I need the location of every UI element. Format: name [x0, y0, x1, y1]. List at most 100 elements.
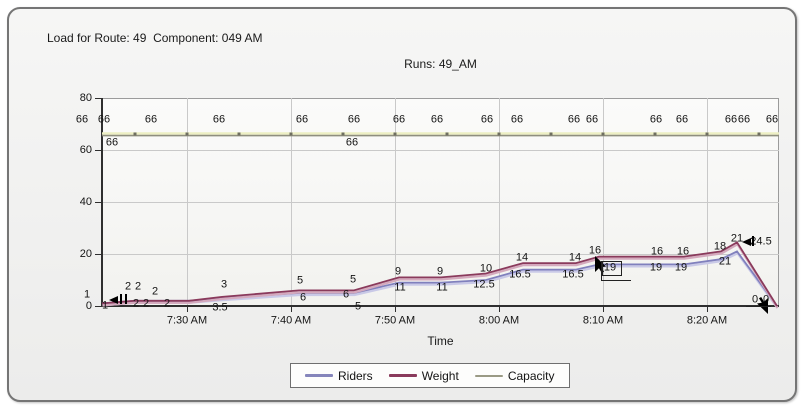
- start-marker-bar: [120, 294, 122, 304]
- capacity-value-label: 66: [295, 113, 309, 126]
- riders-value-label: 16: [676, 245, 690, 258]
- capacity-value-label: 66: [567, 113, 581, 126]
- capacity-value-label: 66: [585, 113, 599, 126]
- x-tick-label: 8:10 AM: [582, 314, 624, 327]
- capacity-value-label: 66: [347, 113, 361, 126]
- riders-value-label: 16: [650, 245, 664, 258]
- weight-value-label: 11: [394, 281, 406, 294]
- capacity-value-label: 66: [75, 113, 89, 126]
- capacity-value-label: 66: [510, 113, 524, 126]
- end-zero-label: 0: [762, 293, 770, 306]
- weight-value-label: 1: [101, 299, 109, 312]
- riders-value-label: 14: [515, 251, 529, 264]
- riders-value-label: 10: [479, 262, 493, 275]
- peak-marker-bar: [752, 236, 754, 246]
- capacity-value-label: 66: [345, 136, 359, 149]
- riders-value-label: 5: [296, 274, 304, 287]
- cursor-arrow-icon: [595, 256, 606, 273]
- x-tick-label: 7:40 AM: [270, 314, 312, 327]
- x-tick-mark: [291, 307, 292, 312]
- capacity-value-label: 66: [212, 113, 226, 126]
- x-tick-mark: [707, 307, 708, 312]
- riders-value-label: 2: [151, 285, 159, 298]
- horizontal-gridline: [102, 150, 779, 151]
- annotation-leader-line: [601, 261, 602, 281]
- y-tick-label: 0: [85, 300, 92, 312]
- riders-value-label: 14: [568, 251, 582, 264]
- y-tick-mark: [95, 306, 101, 307]
- weight-value-label: 19: [603, 261, 617, 274]
- weight-value-label: 16.5: [509, 268, 531, 281]
- chart-panel: Load for Route: 49 Component: 049 AM Run…: [7, 7, 797, 402]
- y-tick-label: 20: [79, 248, 92, 260]
- annotation-box: [602, 261, 622, 276]
- x-tick-mark: [603, 307, 604, 312]
- weight-value-label: 12.5: [473, 278, 495, 291]
- y-tick-mark: [95, 202, 101, 203]
- start-marker-bar: [125, 294, 127, 304]
- y-tick-mark: [95, 98, 101, 99]
- riders-value-label: 21: [730, 232, 744, 245]
- capacity-value-label: 66: [649, 113, 663, 126]
- weight-value-label: 24.5: [750, 235, 772, 248]
- legend-swatch-riders-icon: [305, 374, 333, 377]
- weight-value-label: 19: [649, 261, 663, 274]
- legend-swatch-weight-icon: [388, 374, 417, 377]
- x-axis-title: Time: [427, 334, 454, 348]
- legend-item-capacity: Capacity: [474, 368, 555, 383]
- y-tick-label: 60: [79, 144, 92, 156]
- riders-value-label: 9: [436, 265, 444, 278]
- x-tick-label: 7:30 AM: [166, 314, 208, 327]
- legend-label: Riders: [338, 368, 373, 383]
- capacity-value-label: 66: [144, 113, 158, 126]
- riders-value-label: 9: [394, 265, 402, 278]
- start-marker-arrow-icon: [109, 296, 118, 304]
- legend-item-riders: Riders: [305, 369, 373, 383]
- y-tick-label: 80: [79, 92, 92, 104]
- capacity-value-label: 66: [724, 113, 738, 126]
- riders-value-label: 16: [588, 244, 602, 257]
- weight-value-label: 6: [299, 291, 307, 304]
- capacity-value-label: 66: [480, 113, 494, 126]
- peak-marker-arrow-icon: [742, 238, 751, 246]
- runs-subtitle: Runs: 49_AM: [404, 57, 477, 71]
- weight-value-label: 6: [342, 288, 350, 301]
- legend-item-weight: Weight: [388, 368, 459, 383]
- riders-value-label: 3: [220, 278, 228, 291]
- weight-value-label: 2: [132, 297, 140, 310]
- end-zero-label: 0: [751, 293, 759, 306]
- capacity-value-label: 66: [97, 113, 111, 126]
- legend-label: Weight: [421, 368, 459, 383]
- capacity-value-label: 66: [430, 113, 444, 126]
- y-tick-mark: [95, 254, 101, 255]
- weight-value-label: 3.5: [212, 301, 228, 314]
- weight-value-label: 21: [718, 255, 732, 268]
- x-tick-label: 7:50 AM: [374, 314, 416, 327]
- weight-value-label: 19: [674, 261, 688, 274]
- weight-value-label: 11: [436, 281, 448, 294]
- riders-value-label: 2: [124, 280, 132, 293]
- weight-value-label: 2: [163, 297, 171, 310]
- y-tick-label: 40: [79, 196, 92, 208]
- riders-value-label: 1: [83, 288, 91, 301]
- capacity-value-label: 66: [737, 113, 751, 126]
- x-tick-mark: [395, 307, 396, 312]
- y-axis-line: [101, 98, 103, 307]
- x-tick-mark: [499, 307, 500, 312]
- riders-value-label: 2: [134, 280, 142, 293]
- weight-value-label: 5: [354, 300, 362, 313]
- chart-legend: Riders Weight Capacity: [290, 363, 570, 388]
- capacity-value-label: 66: [675, 113, 689, 126]
- capacity-value-label: 66: [392, 113, 406, 126]
- x-tick-label: 8:00 AM: [478, 314, 520, 327]
- riders-value-label: 18: [713, 240, 727, 253]
- chart-title: Load for Route: 49 Component: 049 AM: [47, 31, 263, 45]
- legend-label: Capacity: [507, 368, 555, 383]
- y-tick-mark: [95, 150, 101, 151]
- capacity-value-label: 66: [765, 113, 779, 126]
- weight-value-label: 2: [142, 297, 150, 310]
- zero-underline: [746, 306, 771, 307]
- horizontal-gridline: [102, 202, 779, 203]
- annotation-leader-line: [601, 280, 631, 281]
